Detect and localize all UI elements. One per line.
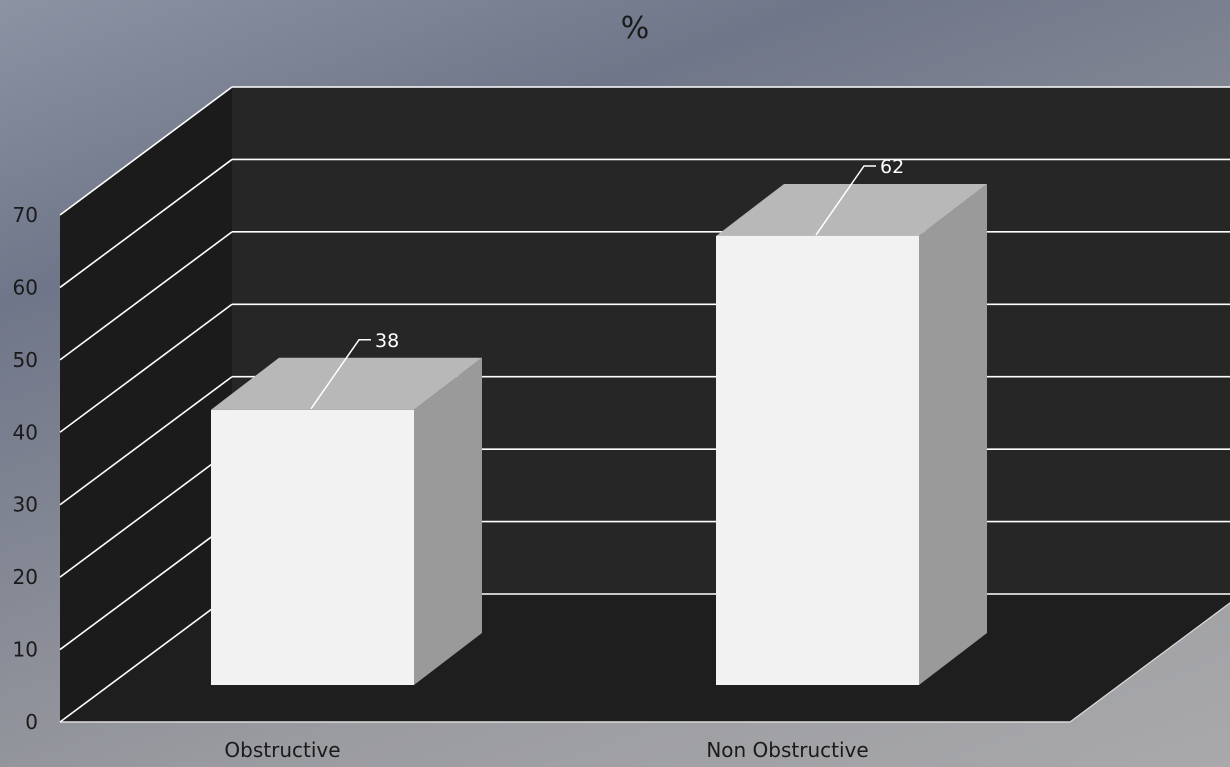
x-category-label: Obstructive bbox=[224, 738, 340, 762]
data-label-leader bbox=[310, 339, 371, 410]
side-wall bbox=[60, 87, 232, 722]
y-tick-label: 40 bbox=[13, 420, 38, 444]
bar-1: 38 bbox=[211, 330, 482, 685]
y-axis: 0 10 20 30 40 50 60 70 bbox=[13, 203, 38, 734]
gridline-side bbox=[59, 86, 233, 216]
x-axis: Obstructive Non Obstructive bbox=[224, 738, 868, 762]
bars: 38 62 bbox=[211, 156, 987, 685]
gridline-side bbox=[59, 231, 233, 361]
data-label: 38 bbox=[375, 330, 399, 352]
gridline-side bbox=[59, 303, 233, 433]
data-label-leader bbox=[815, 165, 876, 236]
y-tick-label: 30 bbox=[13, 493, 38, 517]
y-tick-label: 60 bbox=[13, 275, 38, 299]
y-tick-label: 70 bbox=[13, 203, 38, 227]
bar-top bbox=[211, 357, 482, 410]
y-tick-label: 20 bbox=[13, 565, 38, 589]
gridline-side bbox=[59, 448, 233, 578]
y-tick-label: 0 bbox=[25, 710, 38, 734]
floor-right-edge bbox=[1069, 602, 1230, 723]
bar-front bbox=[211, 409, 414, 685]
bar-side bbox=[414, 357, 482, 685]
gridline-side bbox=[59, 520, 233, 651]
data-label: 62 bbox=[880, 156, 904, 178]
x-category-label: Non Obstructive bbox=[706, 738, 868, 762]
chart-title: % bbox=[621, 11, 650, 46]
gridline-side bbox=[59, 158, 233, 289]
gridline-side bbox=[59, 593, 233, 723]
bar-top bbox=[716, 183, 987, 236]
bar-side bbox=[919, 183, 987, 685]
bar-2: 62 bbox=[716, 156, 987, 685]
y-tick-label: 50 bbox=[13, 348, 38, 372]
bar-front bbox=[716, 235, 919, 685]
gridline-side bbox=[59, 376, 233, 506]
y-tick-label: 10 bbox=[13, 638, 38, 662]
